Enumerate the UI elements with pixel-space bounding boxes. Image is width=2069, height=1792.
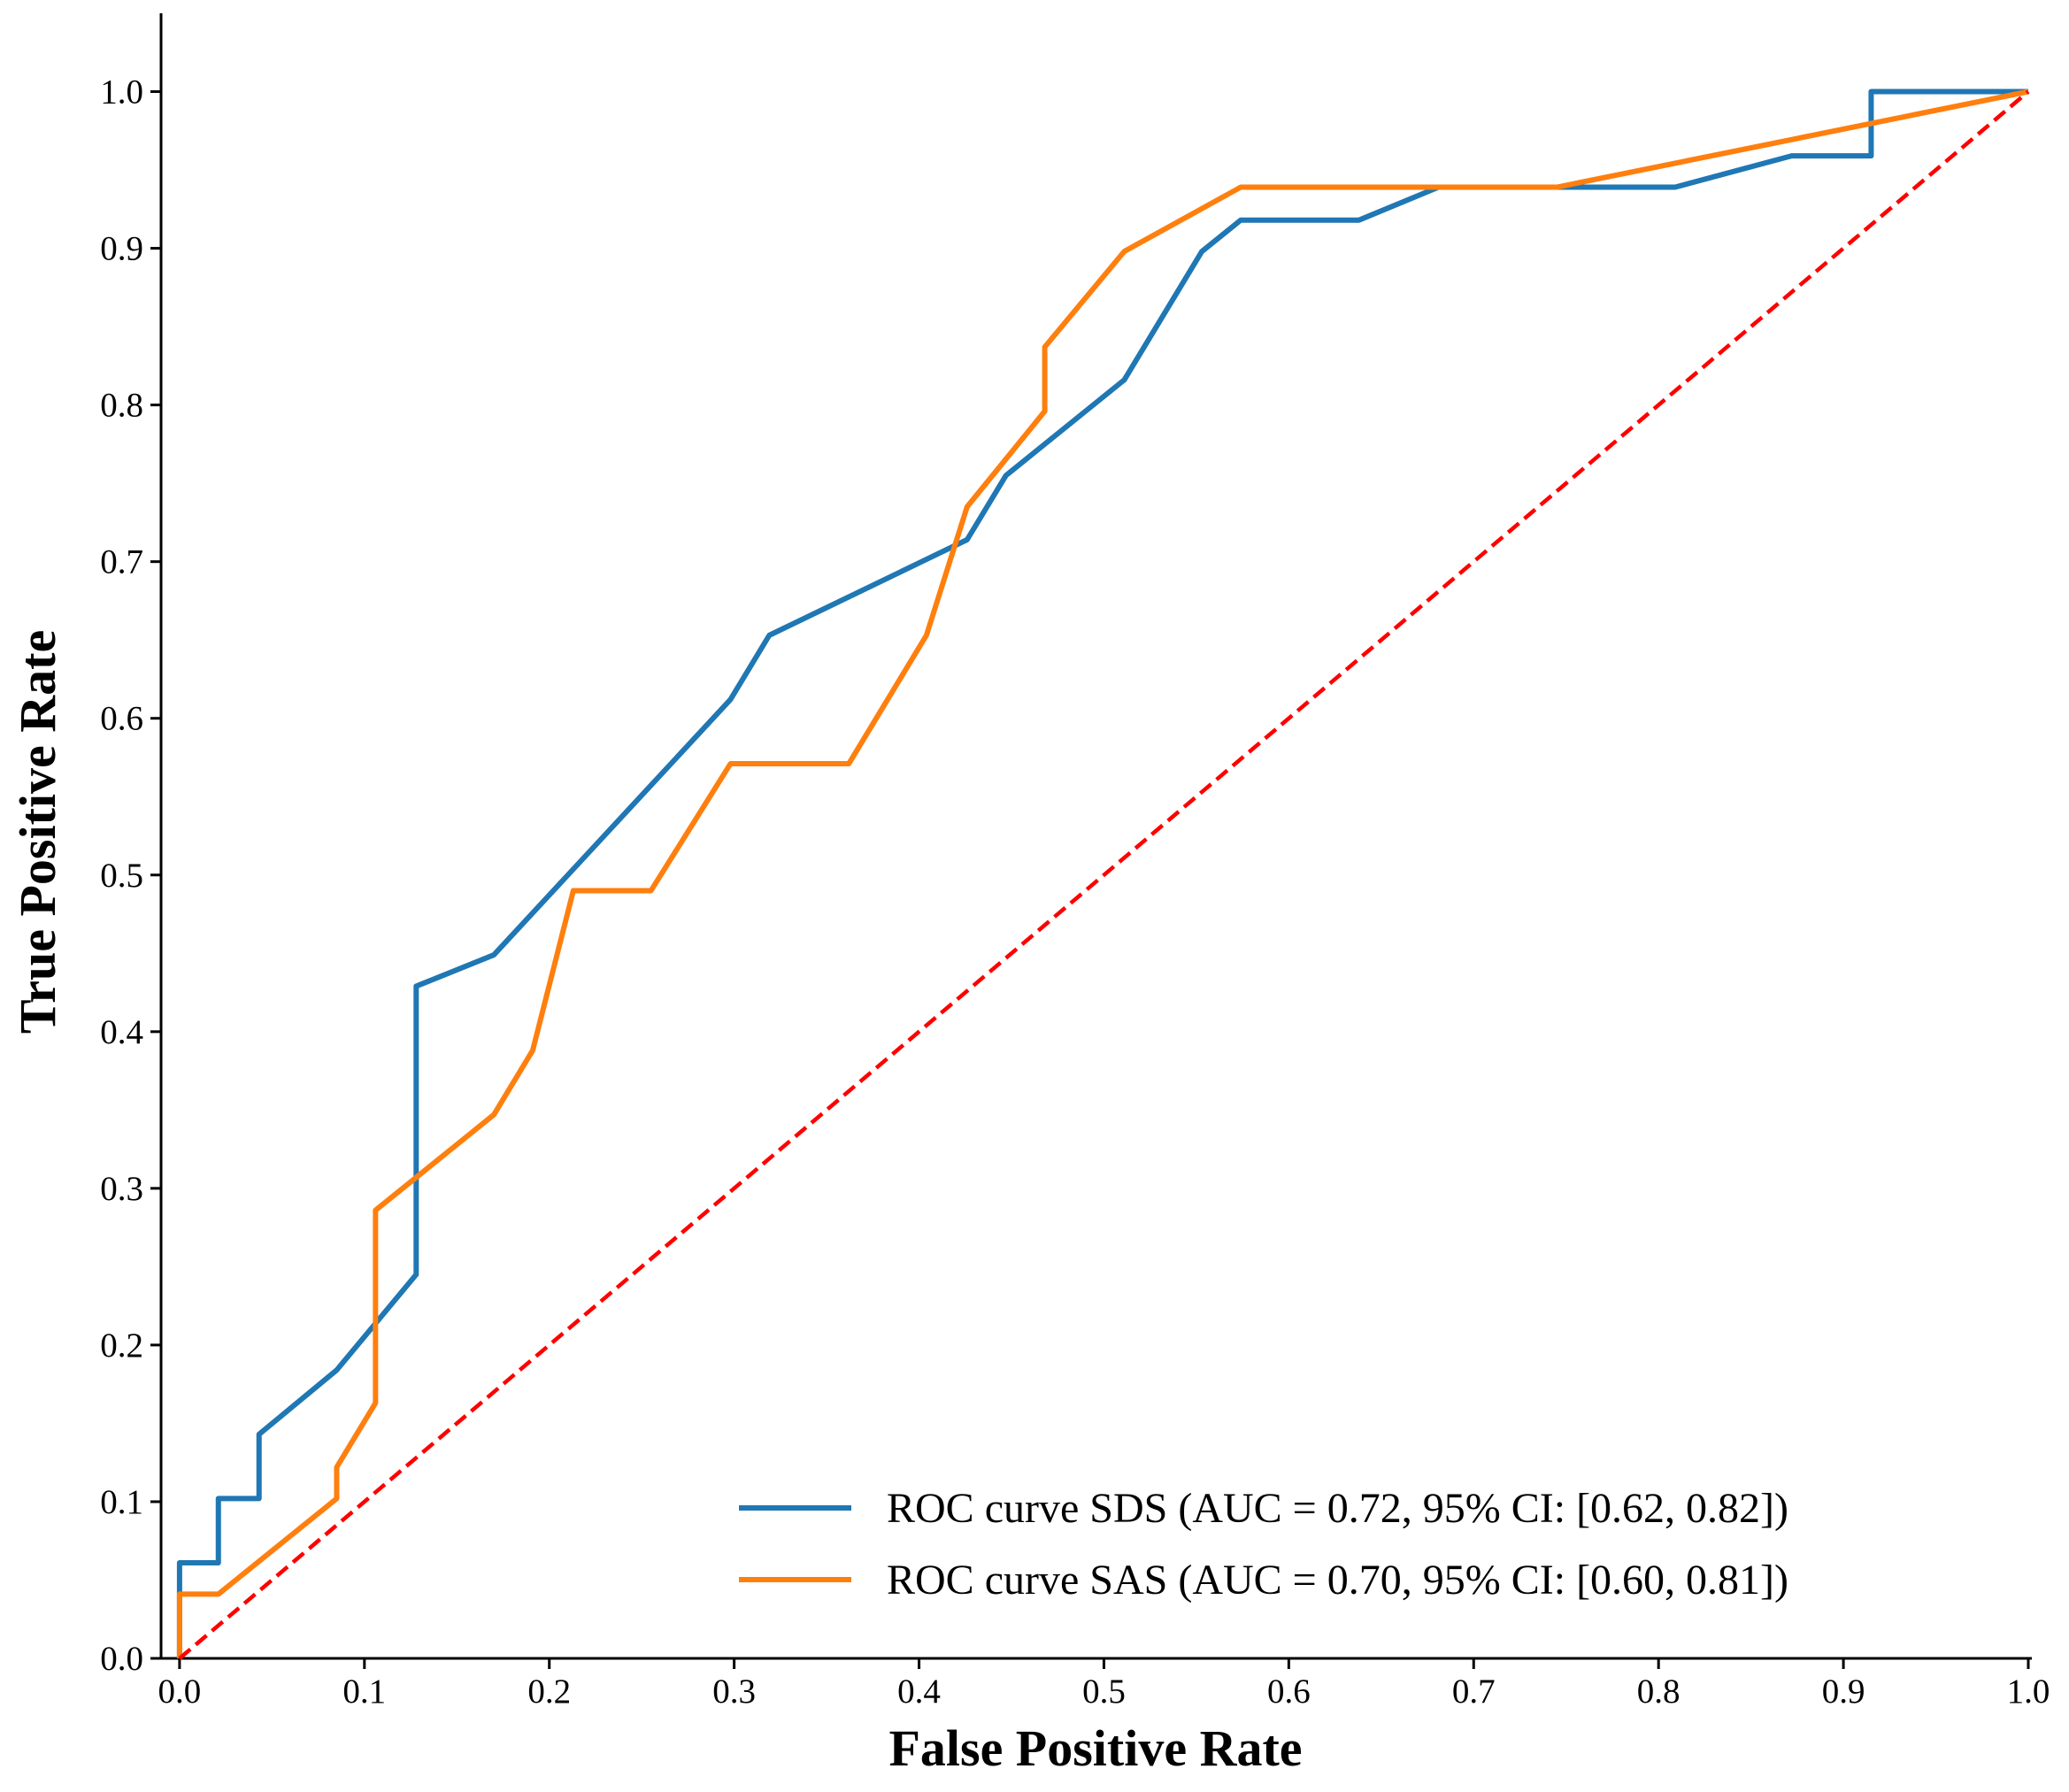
x-tick-label: 0.7	[1452, 1673, 1496, 1711]
y-tick-label: 1.0	[100, 73, 143, 112]
x-tick-label: 1.0	[2007, 1673, 2050, 1711]
x-tick-label: 0.1	[342, 1673, 386, 1711]
y-tick-label: 0.3	[100, 1170, 143, 1208]
y-tick-label: 0.7	[100, 543, 143, 581]
y-tick-label: 0.6	[100, 700, 143, 738]
y-tick-label: 0.0	[100, 1640, 143, 1678]
x-axis-label: False Positive Rate	[888, 1719, 1302, 1777]
reference-line	[178, 89, 2030, 1660]
y-tick-label: 0.4	[100, 1013, 143, 1051]
legend-label: ROC curve SAS (AUC = 0.70, 95% CI: [0.60…	[887, 1557, 1788, 1604]
x-tick-label: 0.0	[158, 1673, 202, 1711]
x-tick-label: 0.4	[897, 1673, 941, 1711]
y-axis-label: True Positive Rate	[9, 630, 66, 1034]
x-tick-label: 0.5	[1082, 1673, 1126, 1711]
roc-curve	[176, 88, 2029, 1658]
y-tick-label: 0.8	[100, 387, 143, 425]
x-tick-label: 0.3	[712, 1673, 756, 1711]
x-tick-label: 0.9	[1822, 1673, 1865, 1711]
y-tick-label: 0.2	[100, 1327, 143, 1365]
y-tick-label: 0.1	[100, 1483, 143, 1521]
legend-label: ROC curve SDS (AUC = 0.72, 95% CI: [0.62…	[887, 1485, 1788, 1532]
y-tick-label: 0.9	[100, 230, 143, 268]
x-tick-label: 0.6	[1267, 1673, 1311, 1711]
x-tick-label: 0.8	[1637, 1673, 1681, 1711]
x-tick-label: 0.2	[527, 1673, 571, 1711]
y-tick-label: 0.5	[100, 857, 143, 895]
roc-curve	[176, 88, 2028, 1658]
